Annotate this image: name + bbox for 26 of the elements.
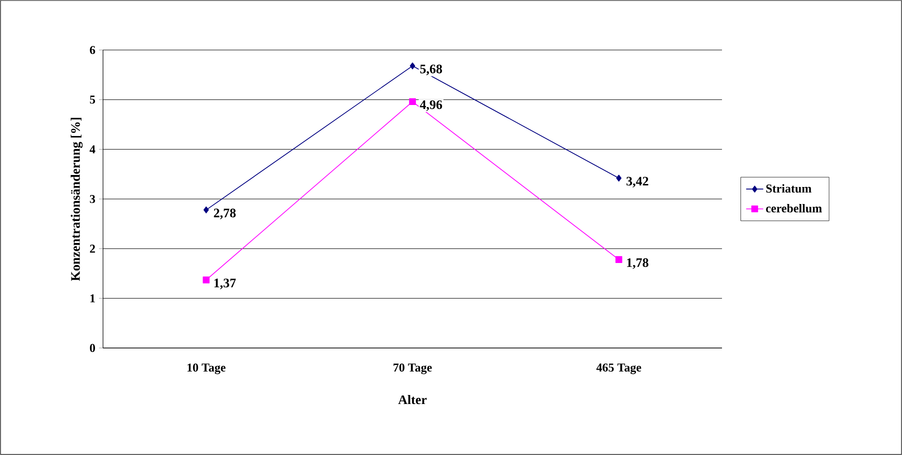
point	[410, 62, 416, 70]
point	[202, 276, 210, 284]
y-tick-label: 2	[90, 244, 95, 253]
data-label: 1,78	[627, 258, 648, 269]
y-tick-label: 1	[90, 294, 95, 302]
point	[616, 174, 622, 182]
y-axis-title: Konzentrationsänderung [%]	[70, 118, 83, 281]
y-tick-label: 3	[90, 194, 96, 204]
x-axis-title: Alter	[398, 395, 427, 404]
x-tick-label: 465 Tage	[596, 364, 642, 374]
data-label: 4,96	[420, 100, 442, 111]
data-label: 1,37	[214, 278, 236, 290]
data-label: 3,42	[626, 176, 648, 188]
y-tick-label: 4	[90, 145, 96, 154]
y-tick-label: 5	[90, 96, 96, 104]
x-tick-label: 10 Tage	[188, 364, 226, 374]
point	[615, 256, 622, 263]
x-tick-label: 70 Tage	[394, 364, 432, 374]
data-label: 2,78	[214, 208, 236, 220]
data-label: 5,68	[420, 64, 442, 76]
y-tick-label: 6	[90, 46, 96, 54]
y-tick-label: 0	[90, 344, 96, 352]
point	[204, 206, 209, 214]
legend-label: Striatum	[766, 184, 812, 193]
legend-label: cerebellum	[766, 204, 822, 212]
point	[409, 98, 416, 106]
